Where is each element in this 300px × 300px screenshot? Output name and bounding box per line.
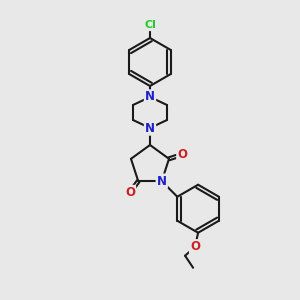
Text: N: N	[145, 122, 155, 134]
Text: Cl: Cl	[144, 20, 156, 30]
Text: O: O	[125, 186, 135, 199]
Text: O: O	[190, 240, 200, 253]
Text: N: N	[145, 91, 155, 103]
Text: O: O	[177, 148, 187, 161]
Text: N: N	[157, 175, 167, 188]
